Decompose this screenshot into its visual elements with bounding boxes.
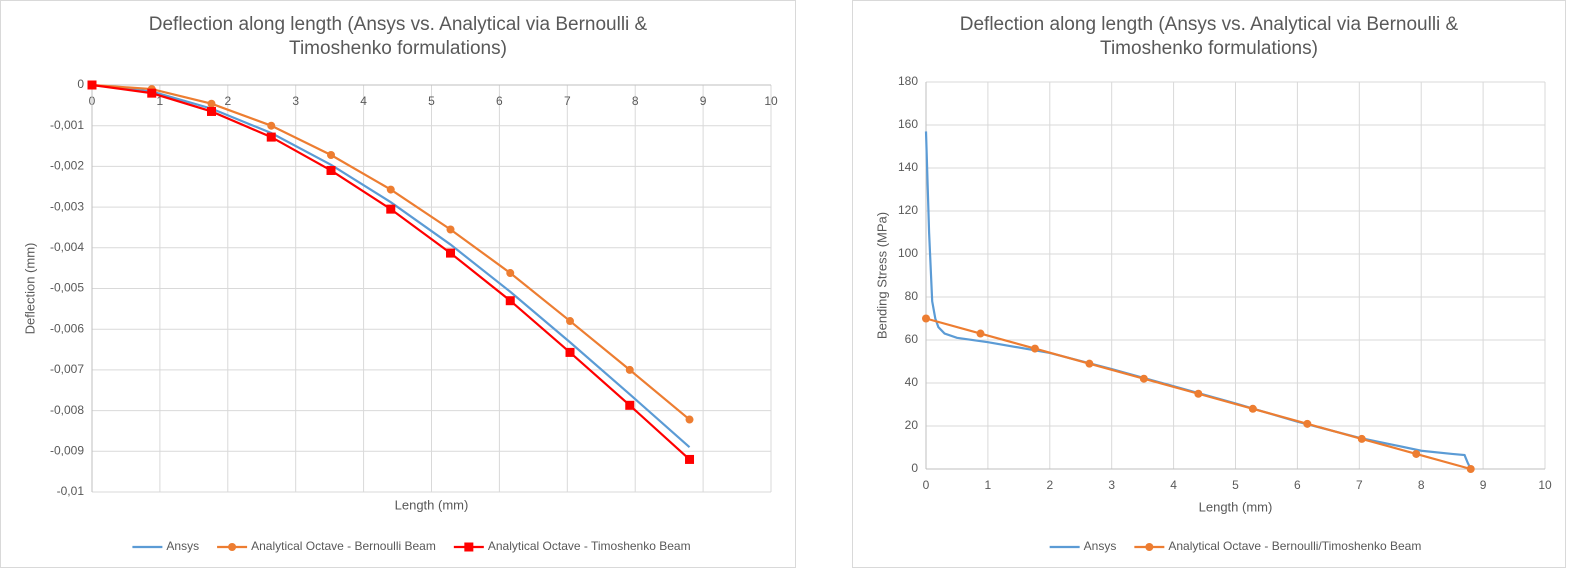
y-tick-label: -0,004	[50, 240, 84, 254]
data-point	[625, 400, 635, 410]
x-tick-label: 4	[1170, 478, 1177, 492]
data-point	[1030, 344, 1039, 353]
x-tick-label: 10	[764, 94, 778, 108]
x-tick-label: 3	[1108, 478, 1115, 492]
data-point	[386, 185, 395, 194]
series-line	[924, 131, 1472, 470]
y-tick-label: -0,002	[50, 159, 84, 173]
data-point	[87, 80, 97, 90]
x-tick-label: 7	[1356, 478, 1363, 492]
x-tick-label: 10	[1538, 478, 1552, 492]
data-point	[625, 365, 634, 374]
chart: 0 20 40 60 80 100 120 140 160 180 0 1 2 3 4 5 6 7 8 9 10 Leng…	[874, 74, 1552, 553]
chart-panel: 0 20 40 60 80 100 120 140 160 180 0 1 2 3 4 5 6 7 8 9 10 Leng…	[852, 0, 1566, 568]
data-point	[266, 132, 276, 142]
x-tick-label: 6	[496, 94, 503, 108]
y-tick-label: 40	[905, 375, 919, 389]
y-tick-label: 180	[898, 74, 918, 88]
data-point	[566, 317, 575, 326]
y-tick-label: 100	[898, 246, 918, 260]
y-tick-label: 0	[911, 461, 918, 475]
data-point	[685, 454, 695, 464]
data-point	[1303, 419, 1312, 428]
data-point	[1248, 404, 1257, 413]
data-point	[207, 106, 217, 116]
y-tick-label: 120	[898, 203, 918, 217]
x-tick-label: 3	[292, 94, 299, 108]
data-point	[922, 314, 930, 323]
data-point	[1357, 434, 1366, 443]
y-tick-label: 140	[898, 160, 918, 174]
series-line	[91, 83, 691, 461]
y-tick-label: -0,001	[50, 118, 84, 132]
data-point	[446, 248, 456, 258]
data-point	[147, 88, 157, 98]
data-point	[1085, 359, 1094, 368]
x-tick-label: 4	[360, 94, 367, 108]
x-tick-label: 1	[985, 478, 992, 492]
data-point	[327, 151, 336, 160]
y-axis-label: Deflection (mm)	[22, 243, 37, 335]
y-tick-label: -0,008	[50, 403, 84, 417]
legend-label: Analytical Octave - Bernoulli/Timoshenko…	[1168, 539, 1421, 553]
x-tick-label: 2	[1046, 478, 1053, 492]
legend-marker	[1145, 543, 1154, 551]
y-tick-label: -0,006	[50, 321, 84, 335]
data-point	[976, 329, 985, 338]
series-line	[91, 83, 691, 449]
y-tick-label: -0,003	[50, 199, 84, 213]
data-point	[446, 225, 455, 234]
x-axis-label: Length (mm)	[1199, 499, 1273, 514]
y-tick-label: 60	[905, 332, 919, 346]
x-tick-label: 9	[700, 94, 707, 108]
data-point	[326, 165, 336, 175]
chart: 0 -0,001 -0,002 -0,003 -0,004 -0,005 -0,006 -0,…	[22, 77, 778, 553]
x-tick-label: 5	[428, 94, 435, 108]
data-point	[505, 296, 515, 306]
legend-marker	[228, 543, 237, 551]
x-tick-label: 8	[632, 94, 639, 108]
chart-title: Deflection along length (Ansys vs. Analy…	[959, 14, 1459, 59]
x-tick-label: 8	[1418, 478, 1425, 492]
chart-title: Deflection along length (Ansys vs. Analy…	[148, 14, 648, 59]
data-point	[386, 204, 396, 214]
legend-label: Analytical Octave - Bernoulli Beam	[251, 539, 436, 553]
y-tick-label: 160	[898, 117, 918, 131]
data-point	[1194, 389, 1203, 398]
y-tick-label: -0,005	[50, 281, 84, 295]
x-tick-label: 2	[224, 94, 231, 108]
data-point	[1139, 374, 1148, 383]
x-tick-label: 9	[1480, 478, 1487, 492]
x-tick-label: 0	[923, 478, 930, 492]
x-tick-label: 7	[564, 94, 571, 108]
y-tick-label: -0,01	[57, 484, 85, 498]
y-tick-label: -0,009	[50, 443, 84, 457]
y-tick-label: 80	[905, 289, 919, 303]
chart-panel: 0 -0,001 -0,002 -0,003 -0,004 -0,005 -0,006 -0,…	[0, 0, 796, 568]
legend-marker	[464, 542, 474, 552]
data-point	[506, 269, 515, 278]
legend-label: Ansys	[166, 539, 199, 553]
legend-label: Analytical Octave - Timoshenko Beam	[488, 539, 691, 553]
x-axis-label: Length (mm)	[395, 497, 469, 512]
data-point	[267, 121, 276, 130]
data-point	[685, 415, 694, 424]
y-axis-label: Bending Stress (MPa)	[874, 212, 889, 339]
data-point	[565, 347, 575, 357]
x-tick-label: 6	[1294, 478, 1301, 492]
data-point	[1466, 465, 1475, 473]
data-point	[1412, 449, 1421, 458]
y-tick-label: 20	[905, 418, 919, 432]
y-tick-label: 0	[77, 77, 84, 91]
x-tick-label: 5	[1232, 478, 1239, 492]
y-tick-label: -0,007	[50, 362, 84, 376]
x-tick-label: 1	[157, 94, 164, 108]
legend-label: Ansys	[1084, 539, 1117, 553]
data-point	[207, 99, 216, 108]
